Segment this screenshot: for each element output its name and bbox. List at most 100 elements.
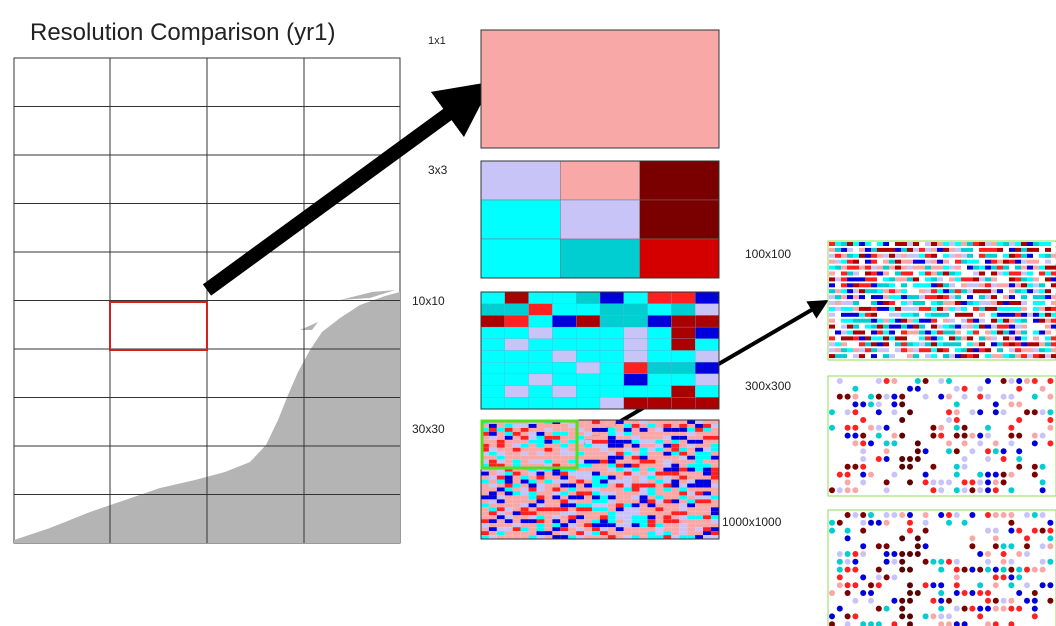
cell xyxy=(1027,247,1033,252)
cell xyxy=(979,330,985,335)
cell xyxy=(647,507,656,512)
cell xyxy=(1021,247,1027,252)
dot xyxy=(1039,566,1046,573)
cell xyxy=(647,491,656,496)
dot xyxy=(946,409,952,416)
dot xyxy=(992,440,999,447)
cell xyxy=(687,467,696,472)
cell xyxy=(1009,324,1015,329)
cell xyxy=(504,507,513,512)
dot xyxy=(977,613,984,620)
cell xyxy=(841,318,847,323)
cell xyxy=(895,277,901,282)
cell xyxy=(967,318,973,323)
dot xyxy=(891,393,898,400)
dot xyxy=(969,590,976,596)
cell xyxy=(1039,312,1045,317)
dot xyxy=(836,378,843,384)
dot xyxy=(907,582,913,589)
cell xyxy=(552,427,561,432)
dot xyxy=(1024,409,1030,416)
cell xyxy=(895,265,901,270)
cell xyxy=(913,242,919,246)
dot xyxy=(883,543,890,550)
cell xyxy=(631,515,640,520)
dot xyxy=(844,551,851,557)
cell xyxy=(883,312,889,317)
dot xyxy=(829,527,835,534)
cell xyxy=(663,523,672,528)
cell xyxy=(576,495,585,500)
cell xyxy=(552,338,577,351)
cell xyxy=(973,306,979,311)
cell xyxy=(1045,283,1051,288)
cell xyxy=(671,315,696,328)
cell xyxy=(671,451,680,456)
cell xyxy=(985,348,991,353)
cell xyxy=(997,318,1003,323)
cell xyxy=(504,397,529,410)
cell xyxy=(955,312,961,317)
cell xyxy=(901,354,907,359)
cell xyxy=(703,451,711,456)
cell xyxy=(560,451,569,456)
cell xyxy=(703,519,711,524)
cell xyxy=(496,447,505,452)
cell xyxy=(931,324,937,329)
cell xyxy=(599,385,624,398)
cell xyxy=(871,247,877,252)
cell xyxy=(877,295,883,300)
cell xyxy=(695,475,704,480)
dot xyxy=(891,558,898,565)
cell xyxy=(663,451,672,456)
cell xyxy=(967,283,973,288)
cell xyxy=(576,315,601,328)
cell xyxy=(967,312,973,317)
dot xyxy=(992,621,999,626)
cell xyxy=(655,483,664,488)
cell xyxy=(623,527,632,532)
dot xyxy=(961,385,968,392)
cell xyxy=(687,483,696,488)
dot xyxy=(977,590,984,596)
cell xyxy=(560,499,569,504)
cell xyxy=(679,443,688,448)
cell xyxy=(835,324,841,329)
cell xyxy=(1003,253,1009,258)
cell xyxy=(967,259,973,264)
cell xyxy=(865,283,871,288)
dot xyxy=(899,566,906,573)
cell xyxy=(671,499,680,504)
cell xyxy=(576,350,601,363)
cell xyxy=(991,277,997,282)
cell xyxy=(853,342,859,347)
cell xyxy=(544,455,553,460)
cell xyxy=(889,277,895,282)
cell xyxy=(552,439,561,444)
cell xyxy=(853,289,859,294)
cell xyxy=(889,312,895,317)
cell xyxy=(695,447,704,452)
arrow-zoom xyxy=(202,81,493,296)
cell xyxy=(997,253,1003,258)
cell xyxy=(552,459,561,464)
cell xyxy=(576,499,585,504)
dot xyxy=(953,566,960,573)
cell xyxy=(639,451,648,456)
cell xyxy=(710,495,719,500)
cell xyxy=(703,455,711,460)
cell xyxy=(639,483,648,488)
cell xyxy=(913,295,919,300)
cell xyxy=(576,431,585,436)
cell xyxy=(480,315,505,328)
cell xyxy=(687,451,696,456)
cell xyxy=(512,523,521,528)
cell xyxy=(859,289,865,294)
cell xyxy=(949,301,955,305)
cell xyxy=(919,348,925,353)
cell xyxy=(853,295,859,300)
cell xyxy=(853,348,859,353)
cell xyxy=(631,467,640,472)
dot xyxy=(946,613,952,620)
zoom-box xyxy=(480,419,579,470)
